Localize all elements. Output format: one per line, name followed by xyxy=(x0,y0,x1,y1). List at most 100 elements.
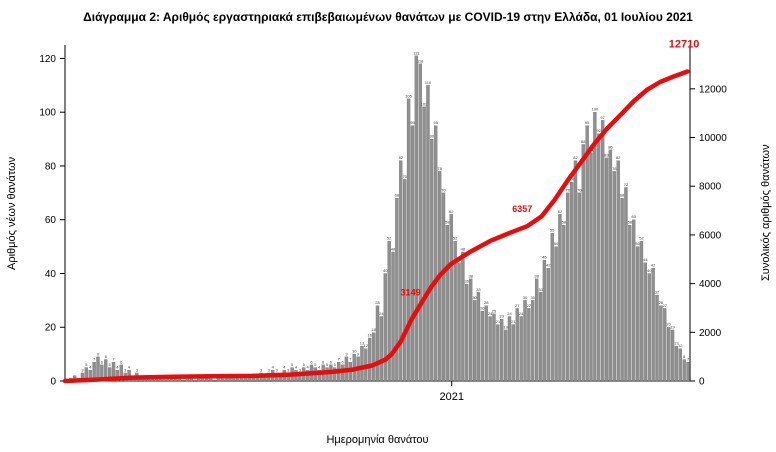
bar-value-label: 50 xyxy=(554,241,559,246)
bar-value-label: 95 xyxy=(585,120,590,125)
bar-value-label: 5 xyxy=(85,362,88,367)
bar xyxy=(515,308,519,382)
chart-title: Διάγραμμα 2: Αριθμός εργαστηριακά επιβεβ… xyxy=(83,10,693,24)
bar xyxy=(399,160,403,382)
bar xyxy=(383,273,387,382)
bar xyxy=(410,125,415,382)
bar xyxy=(317,370,321,382)
bar-value-label: 7 xyxy=(687,357,690,362)
bar-value-label: 28 xyxy=(484,300,489,305)
bar xyxy=(492,313,496,382)
bar xyxy=(449,214,453,382)
bar-value-label: 95 xyxy=(434,120,439,125)
bar-value-label: 27 xyxy=(515,303,520,308)
bar-value-label: 5 xyxy=(314,362,317,367)
bar xyxy=(430,138,434,382)
bar-value-label: 33 xyxy=(476,287,481,292)
right-tick-label: 8000 xyxy=(699,182,722,193)
bar-value-label: 100 xyxy=(592,107,599,112)
bar-value-label: 121 xyxy=(413,50,420,55)
bar-value-label: 19 xyxy=(503,324,508,329)
bar-value-label: 36 xyxy=(465,279,470,284)
bar-value-label: 44 xyxy=(643,257,648,262)
bar-value-label: 118 xyxy=(417,58,424,63)
bar xyxy=(604,157,609,382)
line-annotation: 12710 xyxy=(669,39,700,51)
bar xyxy=(236,378,240,382)
bar-value-label: 32 xyxy=(655,289,660,294)
bar xyxy=(379,316,384,382)
bar xyxy=(585,125,589,382)
bar-value-label: 62 xyxy=(449,209,454,214)
bar-value-label: 6 xyxy=(341,359,344,364)
bar-value-label: 58 xyxy=(628,220,633,225)
bar-value-label: 6 xyxy=(322,359,325,364)
bar-value-label: 30 xyxy=(531,295,536,300)
bar-value-label: 72 xyxy=(624,182,629,187)
bar-value-label: 9 xyxy=(345,351,348,356)
bar xyxy=(403,179,407,382)
bar xyxy=(484,305,488,382)
bar-value-label: 58 xyxy=(562,220,567,225)
bar-value-label: 105 xyxy=(405,93,412,98)
bar-value-label: 21 xyxy=(496,319,501,324)
bar xyxy=(387,241,391,382)
bar xyxy=(465,284,469,382)
bar xyxy=(651,267,655,382)
bar xyxy=(682,359,686,382)
line-annotation: 6357 xyxy=(512,204,532,214)
right-tick-label: 6000 xyxy=(699,230,722,241)
bar-value-label: 25 xyxy=(492,308,497,313)
right-tick-label: 4000 xyxy=(699,279,722,290)
bar-value-label: 4 xyxy=(307,365,310,370)
bar xyxy=(628,224,632,382)
bar-value-label: 28 xyxy=(375,300,380,305)
bar-value-label: 24 xyxy=(488,311,493,316)
bar-value-label: 5 xyxy=(303,362,306,367)
bar xyxy=(577,192,582,382)
bar-value-label: 110 xyxy=(425,80,432,85)
bar xyxy=(569,181,574,382)
bar-value-label: 55 xyxy=(550,228,555,233)
bar xyxy=(119,364,123,382)
right-tick-label: 10000 xyxy=(699,133,727,144)
bar xyxy=(441,192,446,382)
bar xyxy=(542,259,547,382)
bar-value-label: 21 xyxy=(511,319,516,324)
bar xyxy=(243,378,248,382)
bar-value-label: 38 xyxy=(468,273,473,278)
bar xyxy=(659,305,663,382)
bar-value-label: 40 xyxy=(647,268,652,273)
bar-value-label: 74 xyxy=(569,177,574,182)
bar-value-label: 7 xyxy=(349,357,352,362)
bar-value-label: 9 xyxy=(357,351,360,356)
bar xyxy=(639,241,644,382)
bar-value-label: 48 xyxy=(461,246,466,251)
bar-value-label: 6 xyxy=(120,359,123,364)
bar xyxy=(201,378,205,382)
left-tick-label: 60 xyxy=(45,215,57,226)
bar xyxy=(554,246,558,382)
left-tick-label: 40 xyxy=(45,269,57,280)
bar-value-label: 82 xyxy=(573,155,578,160)
bar-value-label: 97 xyxy=(600,115,605,120)
left-tick-label: 20 xyxy=(45,323,57,334)
bar xyxy=(414,55,418,382)
bar xyxy=(624,187,628,382)
bar-value-label: 4 xyxy=(283,365,286,370)
bar-value-label: 50 xyxy=(635,241,640,246)
bar xyxy=(663,308,667,382)
bar-value-label: 70 xyxy=(441,187,446,192)
bar-value-label: 8 xyxy=(105,354,108,359)
bar xyxy=(472,300,477,382)
bar-value-label: 95 xyxy=(410,120,415,125)
bar xyxy=(635,246,640,382)
bar xyxy=(208,378,213,382)
cumulative-line xyxy=(62,69,690,384)
bar xyxy=(375,305,380,382)
bar-value-label: 42 xyxy=(546,263,551,268)
bar xyxy=(220,378,224,382)
bar-value-label: 88 xyxy=(581,139,586,144)
